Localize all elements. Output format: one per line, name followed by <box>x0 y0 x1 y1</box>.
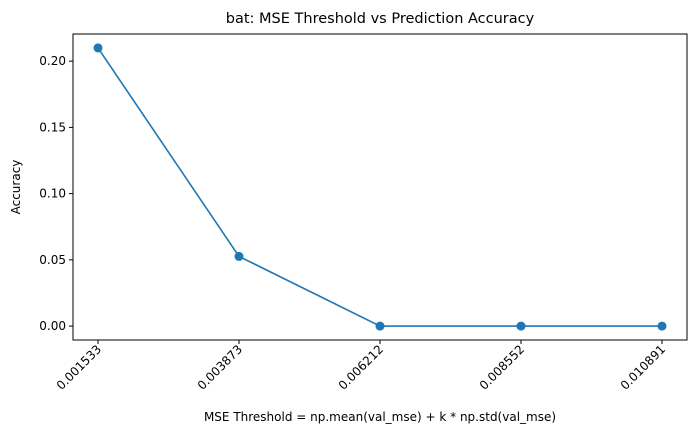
x-tick-label: 0.006212 <box>336 342 386 392</box>
data-point <box>375 321 385 331</box>
x-axis-label: MSE Threshold = np.mean(val_mse) + k * n… <box>204 410 556 424</box>
data-point <box>657 321 667 331</box>
data-point <box>234 251 244 261</box>
y-tick-label: 0.15 <box>39 120 66 134</box>
y-tick-label: 0.00 <box>39 319 66 333</box>
y-axis-label: Accuracy <box>9 160 23 215</box>
series-line <box>97 47 662 327</box>
y-tick-label: 0.10 <box>39 187 66 201</box>
x-tick-label: 0.010891 <box>618 342 668 392</box>
data-point <box>516 321 526 331</box>
data-point <box>93 43 103 53</box>
y-axis: 0.00 0.05 0.10 0.15 0.20 <box>39 54 73 333</box>
y-tick-label: 0.20 <box>39 54 66 68</box>
x-tick-label: 0.008552 <box>477 342 527 392</box>
plot-area-frame <box>72 33 688 341</box>
chart-title: bat: MSE Threshold vs Prediction Accurac… <box>226 11 535 27</box>
x-tick-label: 0.003873 <box>195 342 245 392</box>
x-axis: 0.001533 0.003873 0.006212 0.008552 0.010891 <box>54 340 668 393</box>
y-tick-label: 0.05 <box>39 253 66 267</box>
series-layer <box>93 43 667 331</box>
x-tick-label: 0.001533 <box>54 342 104 392</box>
